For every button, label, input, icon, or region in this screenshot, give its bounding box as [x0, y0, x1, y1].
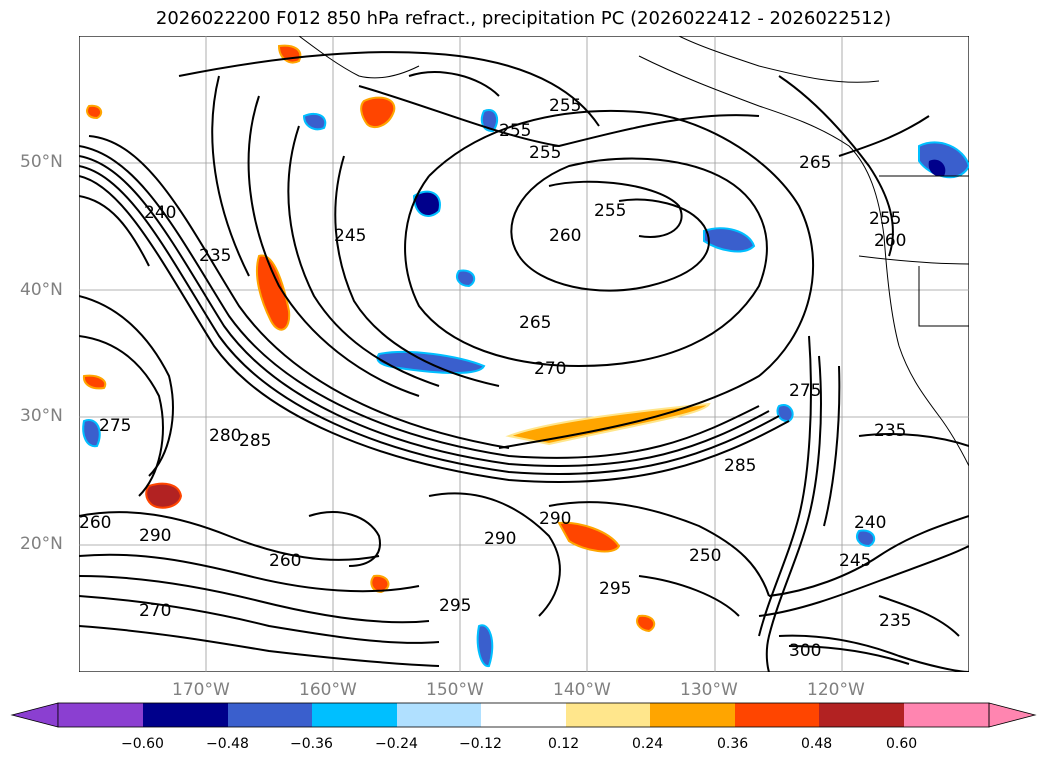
- contour-label: 255: [549, 96, 581, 116]
- colorbar-tick: −0.24: [375, 736, 418, 752]
- contour-label: 280: [209, 426, 241, 446]
- lon-label: 170°W: [172, 680, 230, 700]
- contour-label: 235: [874, 421, 906, 441]
- map-svg: 240 235 245 255 255 255 255 260 265 270 …: [78, 35, 971, 673]
- contour-label: 260: [549, 226, 581, 246]
- colorbar-bin: [312, 703, 397, 727]
- contour-label: 295: [439, 596, 471, 616]
- contour-label: 260: [874, 231, 906, 251]
- contour-label: 240: [144, 203, 176, 223]
- contour-label: 275: [789, 381, 821, 401]
- contour-label: 290: [484, 529, 516, 549]
- colorbar-bin: [228, 703, 312, 727]
- colorbar-bin: [481, 703, 566, 727]
- contour-label: 250: [689, 546, 721, 566]
- refractivity-contours: [78, 51, 970, 673]
- colorbar-bin: [650, 703, 735, 727]
- lat-label: 40°N: [20, 280, 63, 300]
- colorbar-tick: −0.36: [290, 736, 333, 752]
- colorbar-bin: [566, 703, 650, 727]
- colorbar-tick: 0.48: [801, 736, 833, 752]
- map-panel: 240 235 245 255 255 255 255 260 265 270 …: [78, 35, 971, 673]
- colorbar-bin: [904, 703, 989, 727]
- colorbar-bin: [58, 703, 143, 727]
- lat-label: 30°N: [20, 406, 63, 426]
- contour-label: 245: [334, 226, 366, 246]
- contour-label: 255: [499, 121, 531, 141]
- colorbar-tick: 0.36: [717, 736, 749, 752]
- colorbar-tick: −0.60: [121, 736, 164, 752]
- colorbar-extend-min: [10, 702, 59, 728]
- contour-label: 290: [539, 509, 571, 529]
- lat-label: 20°N: [20, 534, 63, 554]
- colorbar-tick: −0.48: [206, 736, 249, 752]
- contour-label: 265: [519, 313, 551, 333]
- contour-label: 255: [594, 201, 626, 221]
- contour-label: 295: [599, 579, 631, 599]
- coastlines: [298, 35, 970, 467]
- colorbar: [10, 702, 1037, 728]
- contour-label: 240: [854, 513, 886, 533]
- contour-label: 260: [79, 513, 111, 533]
- lon-label: 160°W: [299, 680, 357, 700]
- contour-label: 270: [534, 359, 566, 379]
- contour-label: 235: [199, 246, 231, 266]
- colorbar-bin: [397, 703, 481, 727]
- contour-label: 285: [239, 431, 271, 451]
- lat-label: 50°N: [20, 152, 63, 172]
- colorbar-bin: [735, 703, 819, 727]
- contour-label: 265: [799, 153, 831, 173]
- colorbar-extend-max: [988, 702, 1037, 728]
- lon-label: 130°W: [680, 680, 738, 700]
- lon-label: 140°W: [553, 680, 611, 700]
- colorbar-tick: −0.12: [459, 736, 502, 752]
- contour-label: 235: [879, 611, 911, 631]
- precip-negative: [82, 109, 971, 667]
- colorbar-tick: 0.60: [886, 736, 918, 752]
- colorbar-bin: [143, 703, 228, 727]
- contour-label: 290: [139, 526, 171, 546]
- lon-label: 120°W: [807, 680, 865, 700]
- lon-label: 150°W: [426, 680, 484, 700]
- contour-label: 245: [839, 551, 871, 571]
- contour-label: 270: [139, 601, 171, 621]
- contour-label-group: 240 235 245 255 255 255 255 260 265 270 …: [79, 96, 911, 661]
- contour-label: 300: [789, 641, 821, 661]
- colorbar-tick: 0.24: [632, 736, 664, 752]
- chart-title: 2026022200 F012 850 hPa refract., precip…: [155, 8, 892, 29]
- precip-positive: [82, 44, 711, 633]
- contour-label: 255: [869, 209, 901, 229]
- colorbar-tick: 0.12: [548, 736, 580, 752]
- colorbar-bin: [819, 703, 904, 727]
- contour-label: 285: [724, 456, 756, 476]
- contour-label: 255: [529, 143, 561, 163]
- contour-label: 260: [269, 551, 301, 571]
- contour-label: 275: [99, 416, 131, 436]
